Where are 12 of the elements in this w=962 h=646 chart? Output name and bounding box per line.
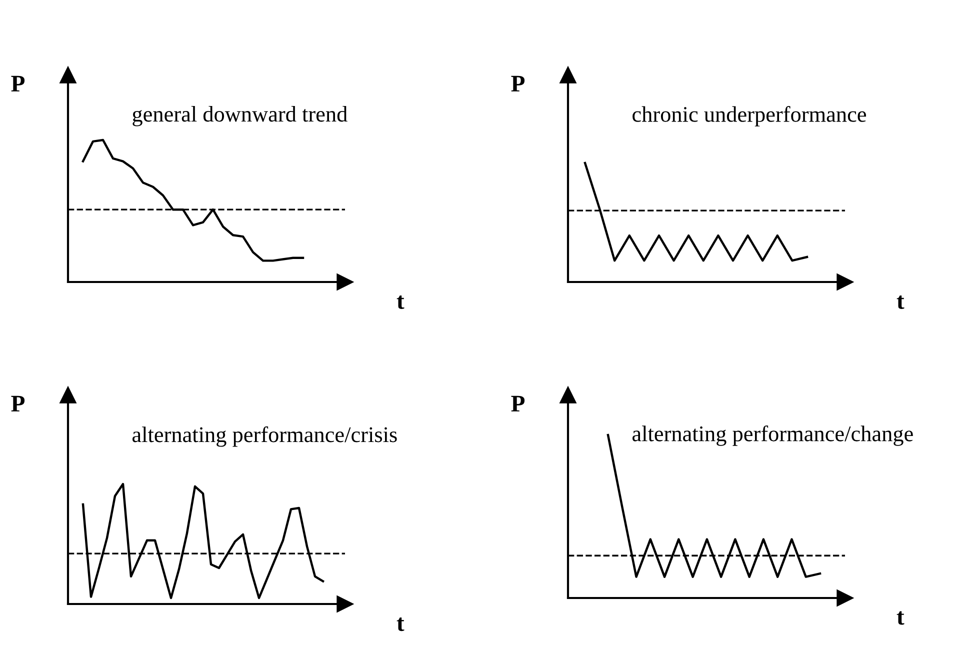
- chart-title: alternating performance/change: [632, 425, 913, 446]
- y-axis-title: P: [511, 396, 525, 412]
- chart-title: general downward trend: [132, 106, 348, 126]
- y-axis-title: P: [511, 76, 525, 92]
- x-axis-title: t: [896, 611, 904, 625]
- chart-title: alternating performance/crisis: [132, 426, 397, 447]
- x-axis-title: t: [396, 618, 404, 632]
- chart-title: chronic underperformance: [632, 106, 866, 126]
- y-axis-title: P: [11, 396, 25, 412]
- y-axis-title: P: [11, 76, 25, 92]
- x-axis-title: t: [396, 295, 404, 309]
- x-axis-title: t: [896, 295, 904, 309]
